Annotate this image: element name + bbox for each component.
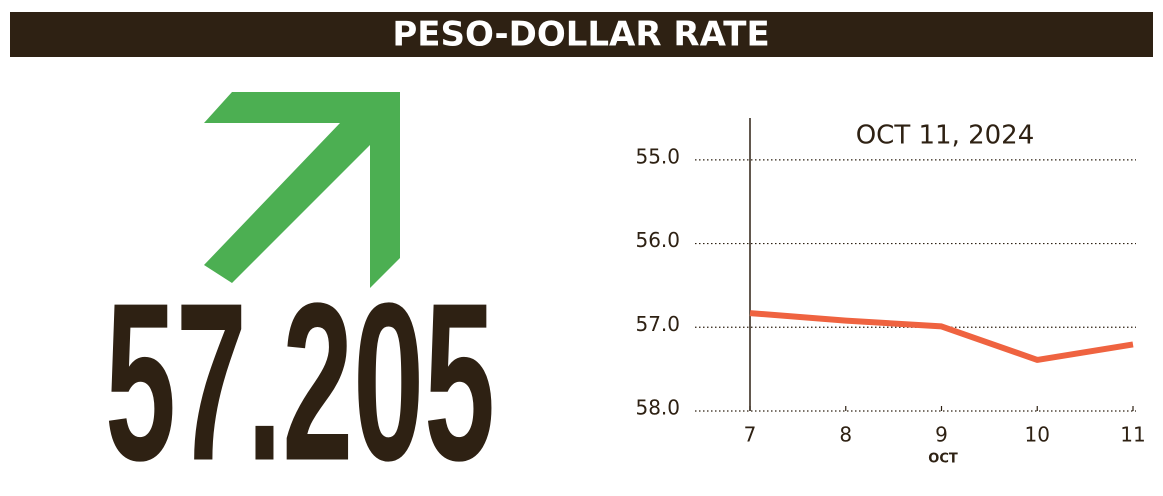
x-tick-label: 11 — [1120, 423, 1145, 447]
x-axis-label: OCT — [928, 452, 958, 467]
up-arrow — [204, 92, 400, 288]
x-tick-label: 7 — [744, 423, 757, 447]
annotation: OCT 11, 2024 — [856, 121, 1035, 151]
y-tick-label: 57.0 — [635, 312, 680, 336]
x-tick-label: 8 — [839, 423, 852, 447]
y-tick-label: 55.0 — [635, 144, 680, 168]
title-bar — [10, 12, 1153, 57]
x-tick-label: 10 — [1025, 423, 1050, 447]
rate-line — [749, 310, 1134, 363]
x-tick-label: 9 — [935, 423, 948, 447]
chart-title: PESO-DOLLAR RATE — [392, 15, 769, 55]
y-tick-label: 56.0 — [635, 228, 680, 252]
y-tick-label: 58.0 — [635, 396, 680, 420]
headline-rate: 57.205 — [105, 255, 495, 496]
